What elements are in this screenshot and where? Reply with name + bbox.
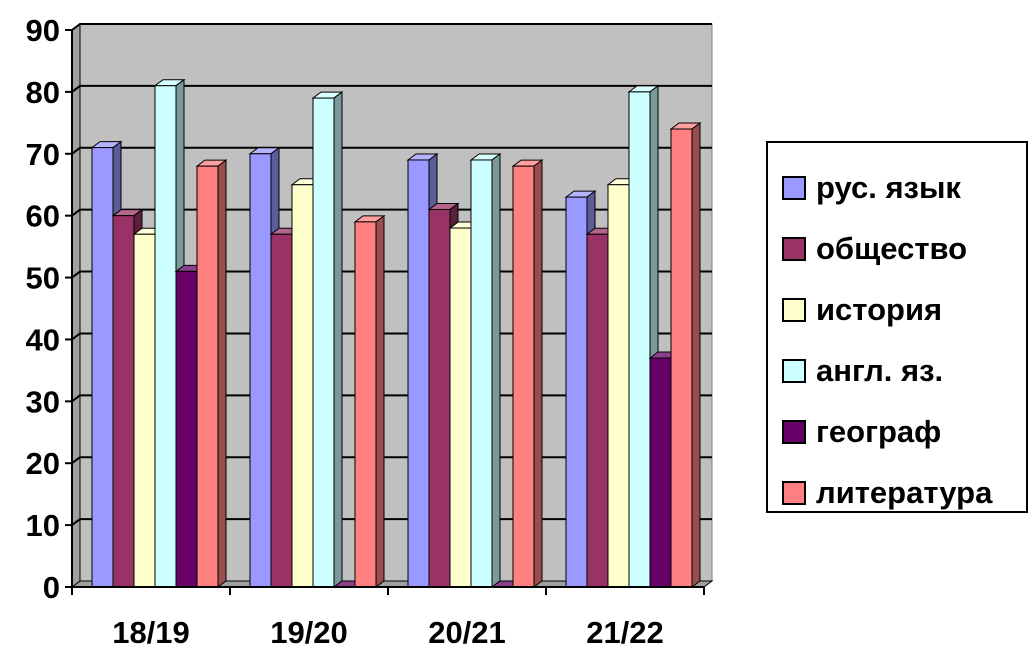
x-tick-label: 18/19	[112, 615, 190, 650]
legend-label: географ	[816, 414, 942, 449]
y-tick-label: 70	[26, 137, 60, 172]
legend-swatch	[782, 237, 806, 261]
legend-item: история	[782, 290, 942, 330]
y-tick-label: 10	[26, 508, 60, 543]
bar	[669, 122, 702, 588]
y-tick-label: 60	[26, 199, 60, 234]
legend-label: история	[816, 292, 943, 327]
y-tick-label: 20	[26, 446, 60, 481]
legend-label: рус. язык	[816, 170, 961, 205]
legend-swatch	[782, 298, 806, 322]
legend-label: англ. яз.	[816, 353, 944, 388]
y-tick-label: 40	[26, 322, 60, 357]
gridline	[71, 394, 712, 403]
legend-item: англ. яз.	[782, 351, 943, 391]
axes	[65, 29, 705, 595]
legend-item: географ	[782, 412, 941, 452]
legend-item: общество	[782, 229, 967, 269]
legend-label: общество	[816, 231, 968, 266]
y-axis-ticks: 0 10 20 30 40 50 60 70 80 90	[26, 13, 60, 605]
legend-item: рус. язык	[782, 168, 961, 208]
gridline	[71, 518, 712, 526]
gridline	[71, 332, 712, 341]
bar	[469, 152, 502, 588]
legend-item: литература	[782, 473, 992, 513]
y-tick-label: 30	[26, 384, 60, 419]
legend-swatch	[782, 176, 806, 200]
gridline	[71, 208, 712, 217]
y-tick-label: 0	[43, 570, 60, 605]
plot-side-wall	[71, 23, 81, 588]
x-axis-ticks: 18/19 19/20 20/21 21/22	[112, 615, 664, 650]
legend-swatch	[782, 420, 806, 444]
y-tick-label: 50	[26, 261, 60, 296]
legend-swatch	[782, 359, 806, 383]
x-tick-label: 21/22	[586, 615, 664, 650]
gridline	[71, 146, 712, 155]
x-tick-label: 20/21	[428, 615, 506, 650]
y-tick-label: 80	[26, 75, 60, 110]
gridline	[71, 23, 712, 31]
bar	[311, 91, 344, 588]
legend-swatch	[782, 481, 806, 505]
gridline	[71, 84, 712, 93]
bars	[90, 78, 702, 588]
bar	[353, 214, 386, 588]
legend: рус. язык общество история англ. яз. географ…	[766, 141, 1028, 513]
gridline	[71, 456, 712, 465]
y-tick-label: 90	[26, 13, 60, 48]
x-tick-label: 19/20	[270, 615, 348, 650]
legend-label: литература	[816, 475, 993, 510]
bar	[195, 159, 228, 588]
gridline	[71, 270, 712, 279]
bar	[511, 159, 544, 588]
gridlines	[71, 23, 712, 526]
